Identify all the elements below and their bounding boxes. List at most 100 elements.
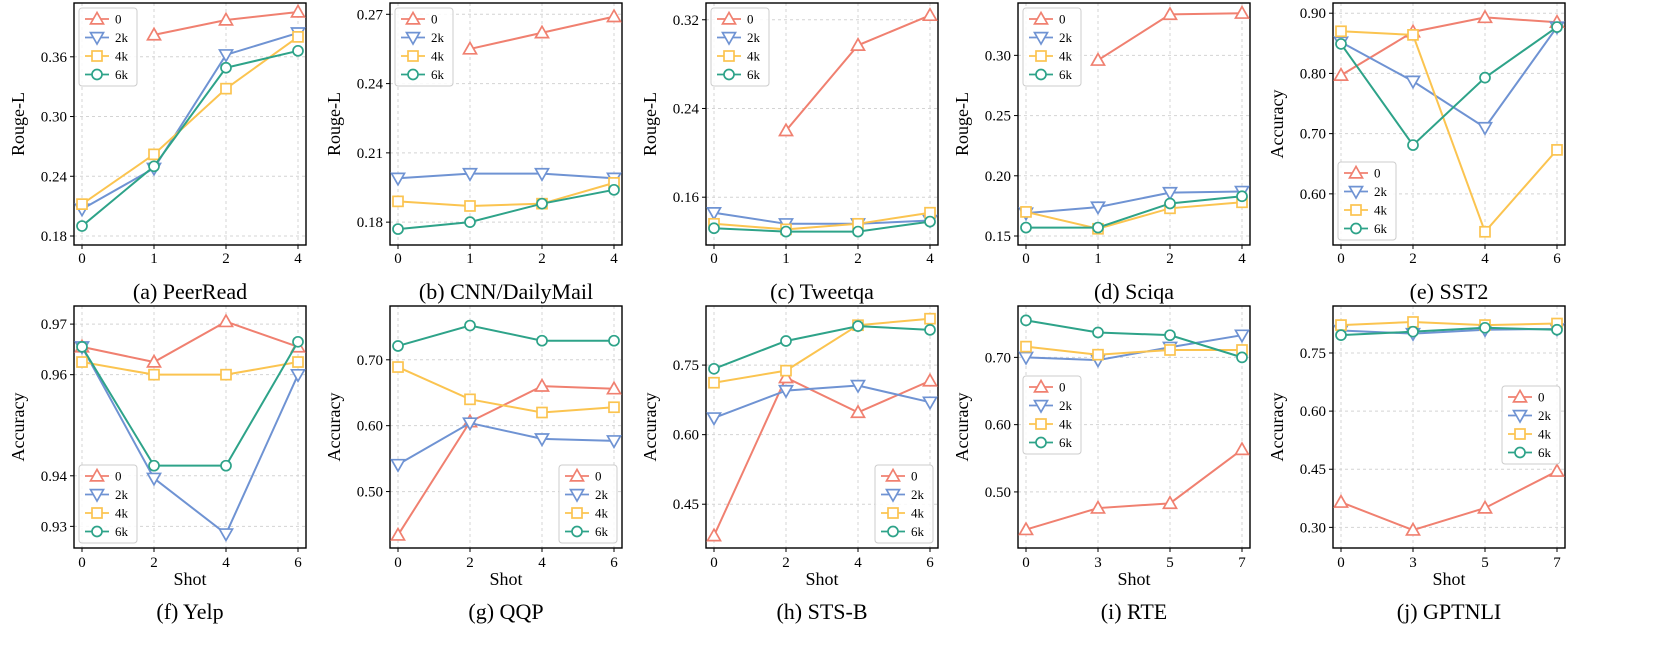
legend-label-6k: 6k: [1538, 445, 1552, 460]
data-point-6k: [1164, 329, 1176, 342]
legend-marker-2k: [885, 488, 901, 503]
series-line-6k: [397, 188, 615, 231]
x-tick-label: 6: [926, 555, 934, 571]
legend: 0 2k 4k 6k: [874, 464, 934, 544]
x-tick-label: 6: [1553, 251, 1561, 267]
data-point-2k: [1405, 75, 1421, 90]
x-tick-label: 1: [1094, 251, 1102, 267]
data-point-2k: [850, 379, 866, 394]
series-line-0: [1340, 470, 1558, 532]
data-point-4k: [1407, 316, 1419, 328]
legend-marker-0: [89, 10, 105, 25]
legend-marker-0: [1033, 10, 1049, 25]
plot-frame: [705, 305, 939, 549]
data-point-2k: [218, 528, 234, 543]
data-point-4k: [536, 406, 548, 419]
data-point-0: [922, 372, 938, 387]
series-line-4k: [713, 317, 931, 384]
y-tick-label: 0.80: [1300, 66, 1326, 82]
data-point-4k: [148, 368, 160, 381]
series-line-6k: [713, 220, 931, 233]
data-point-6k: [220, 61, 232, 74]
data-point-6k: [1479, 71, 1491, 84]
legend: 0 2k 4k 6k: [78, 464, 138, 544]
series-line-6k: [81, 341, 299, 467]
legend-label-0: 0: [595, 469, 602, 484]
x-tick-label: 0: [1022, 251, 1030, 267]
legend-marker-2k: [89, 488, 105, 503]
legend-marker-6k: [887, 525, 899, 538]
series-line-0: [1340, 16, 1558, 77]
legend-marker-4k: [1514, 428, 1526, 440]
y-tick-label: 0.24: [673, 101, 700, 117]
data-point-0: [218, 11, 234, 26]
data-point-6k: [536, 197, 548, 210]
data-point-6k: [1020, 314, 1032, 327]
data-point-4k: [76, 198, 88, 210]
x-tick-label: 4: [294, 251, 302, 267]
legend-label-2k: 2k: [115, 30, 129, 45]
x-tick-label: 4: [222, 555, 230, 571]
x-tick-label: 2: [538, 251, 546, 267]
x-tick-label: 2: [782, 555, 790, 571]
legend-marker-0: [721, 10, 737, 25]
data-point-4k: [1020, 340, 1032, 353]
data-point-4k: [1479, 225, 1491, 238]
y-tick-label: 0.36: [41, 50, 68, 66]
data-point-6k: [292, 335, 304, 348]
y-tick-label: 0.70: [357, 353, 383, 369]
data-point-4k: [220, 368, 232, 381]
legend-marker-4k: [407, 50, 419, 62]
data-point-4k: [608, 401, 620, 414]
y-axis-label: Rouge-L: [640, 92, 660, 156]
plot-frame: [73, 2, 307, 246]
legend-label-0: 0: [1538, 390, 1545, 405]
data-point-2k: [1477, 121, 1493, 136]
y-tick-label: 0.60: [985, 418, 1011, 434]
data-point-4k: [148, 148, 160, 161]
series-line-4k: [1340, 30, 1558, 234]
legend-label-0: 0: [1374, 166, 1381, 181]
legend-marker-6k: [1035, 68, 1047, 81]
y-tick-label: 0.60: [1300, 187, 1326, 203]
data-point-0: [1162, 495, 1178, 510]
data-point-0: [1405, 521, 1421, 536]
panel-4: 0 1 2 4 0.15 0.20 0.25 0.30 Rouge-L (d) Sciqa 0 2k 4…: [952, 2, 1251, 304]
data-point-0: [290, 3, 306, 18]
data-point-0: [1090, 499, 1106, 514]
legend-marker-0: [1512, 388, 1528, 403]
panel-caption: (f) Yelp: [156, 599, 223, 624]
x-tick-label: 2: [1166, 251, 1174, 267]
legend-marker-2k: [569, 488, 585, 503]
data-point-4k: [1335, 25, 1347, 38]
x-tick-label: 4: [926, 251, 934, 267]
data-point-6k: [1551, 21, 1563, 33]
series-line-2k: [713, 384, 931, 419]
data-point-2k: [1018, 351, 1034, 366]
data-point-0: [606, 8, 622, 23]
panel-7: 0 2 4 6 0.50 0.60 0.70 Accuracy Shot (g) QQP 0 2k 4k…: [324, 305, 623, 624]
legend-marker-6k: [1035, 436, 1047, 449]
x-tick-label: 3: [1094, 555, 1102, 571]
legend: 0 2k 4k 6k: [394, 7, 454, 87]
legend-label-0: 0: [911, 469, 918, 484]
x-tick-label: 0: [78, 555, 86, 571]
legend-marker-0: [569, 467, 585, 482]
data-point-4k: [924, 312, 936, 325]
data-point-4k: [1020, 206, 1032, 218]
legend-label-2k: 2k: [115, 487, 129, 502]
legend-label-0: 0: [1059, 380, 1066, 395]
series-line-0: [713, 376, 931, 537]
x-axis-label: Shot: [173, 569, 206, 589]
y-tick-label: 0.18: [357, 215, 383, 231]
legend-marker-6k: [91, 525, 103, 538]
data-point-0: [534, 377, 550, 392]
legend-marker-6k: [723, 68, 735, 81]
data-point-0: [1234, 441, 1250, 456]
data-point-0: [1234, 4, 1250, 19]
x-tick-label: 0: [1337, 251, 1345, 267]
data-point-4k: [464, 200, 476, 212]
data-point-0: [1477, 499, 1493, 514]
x-tick-label: 4: [1238, 251, 1246, 267]
plot-frame: [1017, 2, 1251, 246]
